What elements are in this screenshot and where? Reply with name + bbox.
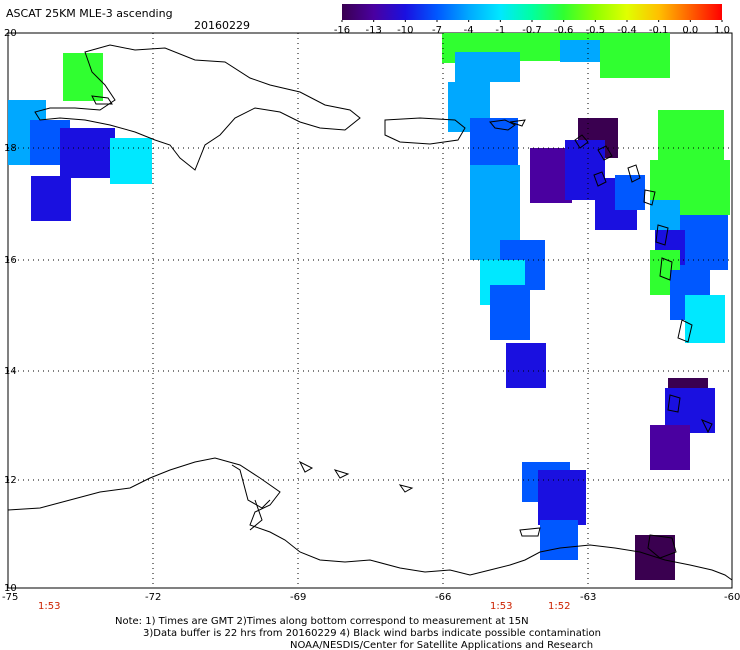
data-cell — [668, 378, 708, 390]
lat-label: 16 — [4, 255, 17, 266]
time-label: 1:53 — [38, 601, 60, 612]
lon-label: -66 — [435, 592, 451, 603]
grid-lines — [8, 33, 732, 588]
note-line-3: NOAA/NESDIS/Center for Satellite Applica… — [290, 640, 593, 650]
data-cell — [455, 52, 520, 82]
lat-tick-labels: 20 18 16 14 12 10 — [4, 28, 17, 594]
colorbar-gradient — [342, 4, 722, 20]
lon-label: -60 — [724, 592, 740, 603]
colorbar-label: -0.5 — [586, 25, 606, 34]
colorbar-label: -4 — [464, 25, 474, 34]
map-title: ASCAT 25KM MLE-3 ascending — [6, 7, 173, 20]
data-cell — [60, 128, 115, 178]
data-cell — [600, 33, 670, 78]
plot-frame — [7, 32, 733, 589]
time-label: 1:53 — [490, 601, 512, 612]
data-cell — [658, 110, 724, 165]
colorbar-swatches — [342, 4, 722, 20]
colorbar-label: -0.6 — [554, 25, 574, 34]
lat-label: 12 — [4, 475, 17, 486]
data-cell — [680, 215, 728, 270]
lon-label: -75 — [2, 592, 18, 603]
data-cell — [110, 138, 152, 184]
data-cells — [8, 33, 730, 580]
data-cell — [506, 343, 546, 388]
time-label: 1:52 — [548, 601, 570, 612]
colorbar-label: -7 — [432, 25, 442, 34]
data-cell — [685, 295, 725, 343]
data-cell — [538, 470, 586, 525]
colorbar-labels: -16 -13 -10 -7 -4 -1 -0.7 -0.6 -0.5 -0.4 -0.1 0.0 1.… — [334, 20, 730, 34]
colorbar-label: 1.0 — [714, 25, 730, 34]
lon-label: -63 — [580, 592, 596, 603]
data-cell — [490, 285, 530, 340]
lon-label: -72 — [145, 592, 161, 603]
lon-tick-labels: -75 -72 -69 -66 -63 -60 — [2, 592, 740, 603]
colorbar-label: -1 — [495, 25, 505, 34]
colorbar-label: -0.7 — [522, 25, 542, 34]
data-cell — [615, 175, 645, 210]
colorbar-label: -0.1 — [649, 25, 669, 34]
data-cell — [31, 176, 71, 221]
data-cell — [650, 200, 680, 230]
notes: Note: 1) Times are GMT 2)Times along bot… — [115, 616, 601, 650]
data-cell — [540, 520, 578, 560]
data-cell — [560, 40, 600, 62]
time-labels: 1:53 1:53 1:52 — [38, 601, 570, 612]
note-line-2: 3)Data buffer is 22 hrs from 20160229 4)… — [143, 628, 601, 639]
data-cell — [635, 535, 675, 580]
lat-label: 18 — [4, 143, 17, 154]
colorbar: -16 -13 -10 -7 -4 -1 -0.7 -0.6 -0.5 -0.4 -0.1 0.0 1.… — [334, 4, 730, 34]
colorbar-label: -13 — [365, 25, 381, 34]
colorbar-label: -16 — [334, 25, 350, 34]
coastlines — [7, 44, 733, 581]
data-cell — [650, 425, 690, 470]
data-cell — [470, 118, 518, 168]
colorbar-label: -0.4 — [617, 25, 637, 34]
colorbar-label: 0.0 — [682, 25, 698, 34]
lat-label: 20 — [4, 28, 17, 39]
lat-label: 14 — [4, 366, 17, 377]
lat-label: 10 — [4, 583, 17, 594]
map-date: 20160229 — [194, 19, 250, 32]
note-line-1: Note: 1) Times are GMT 2)Times along bot… — [115, 616, 529, 627]
colorbar-label: -10 — [397, 25, 413, 34]
lon-label: -69 — [290, 592, 306, 603]
